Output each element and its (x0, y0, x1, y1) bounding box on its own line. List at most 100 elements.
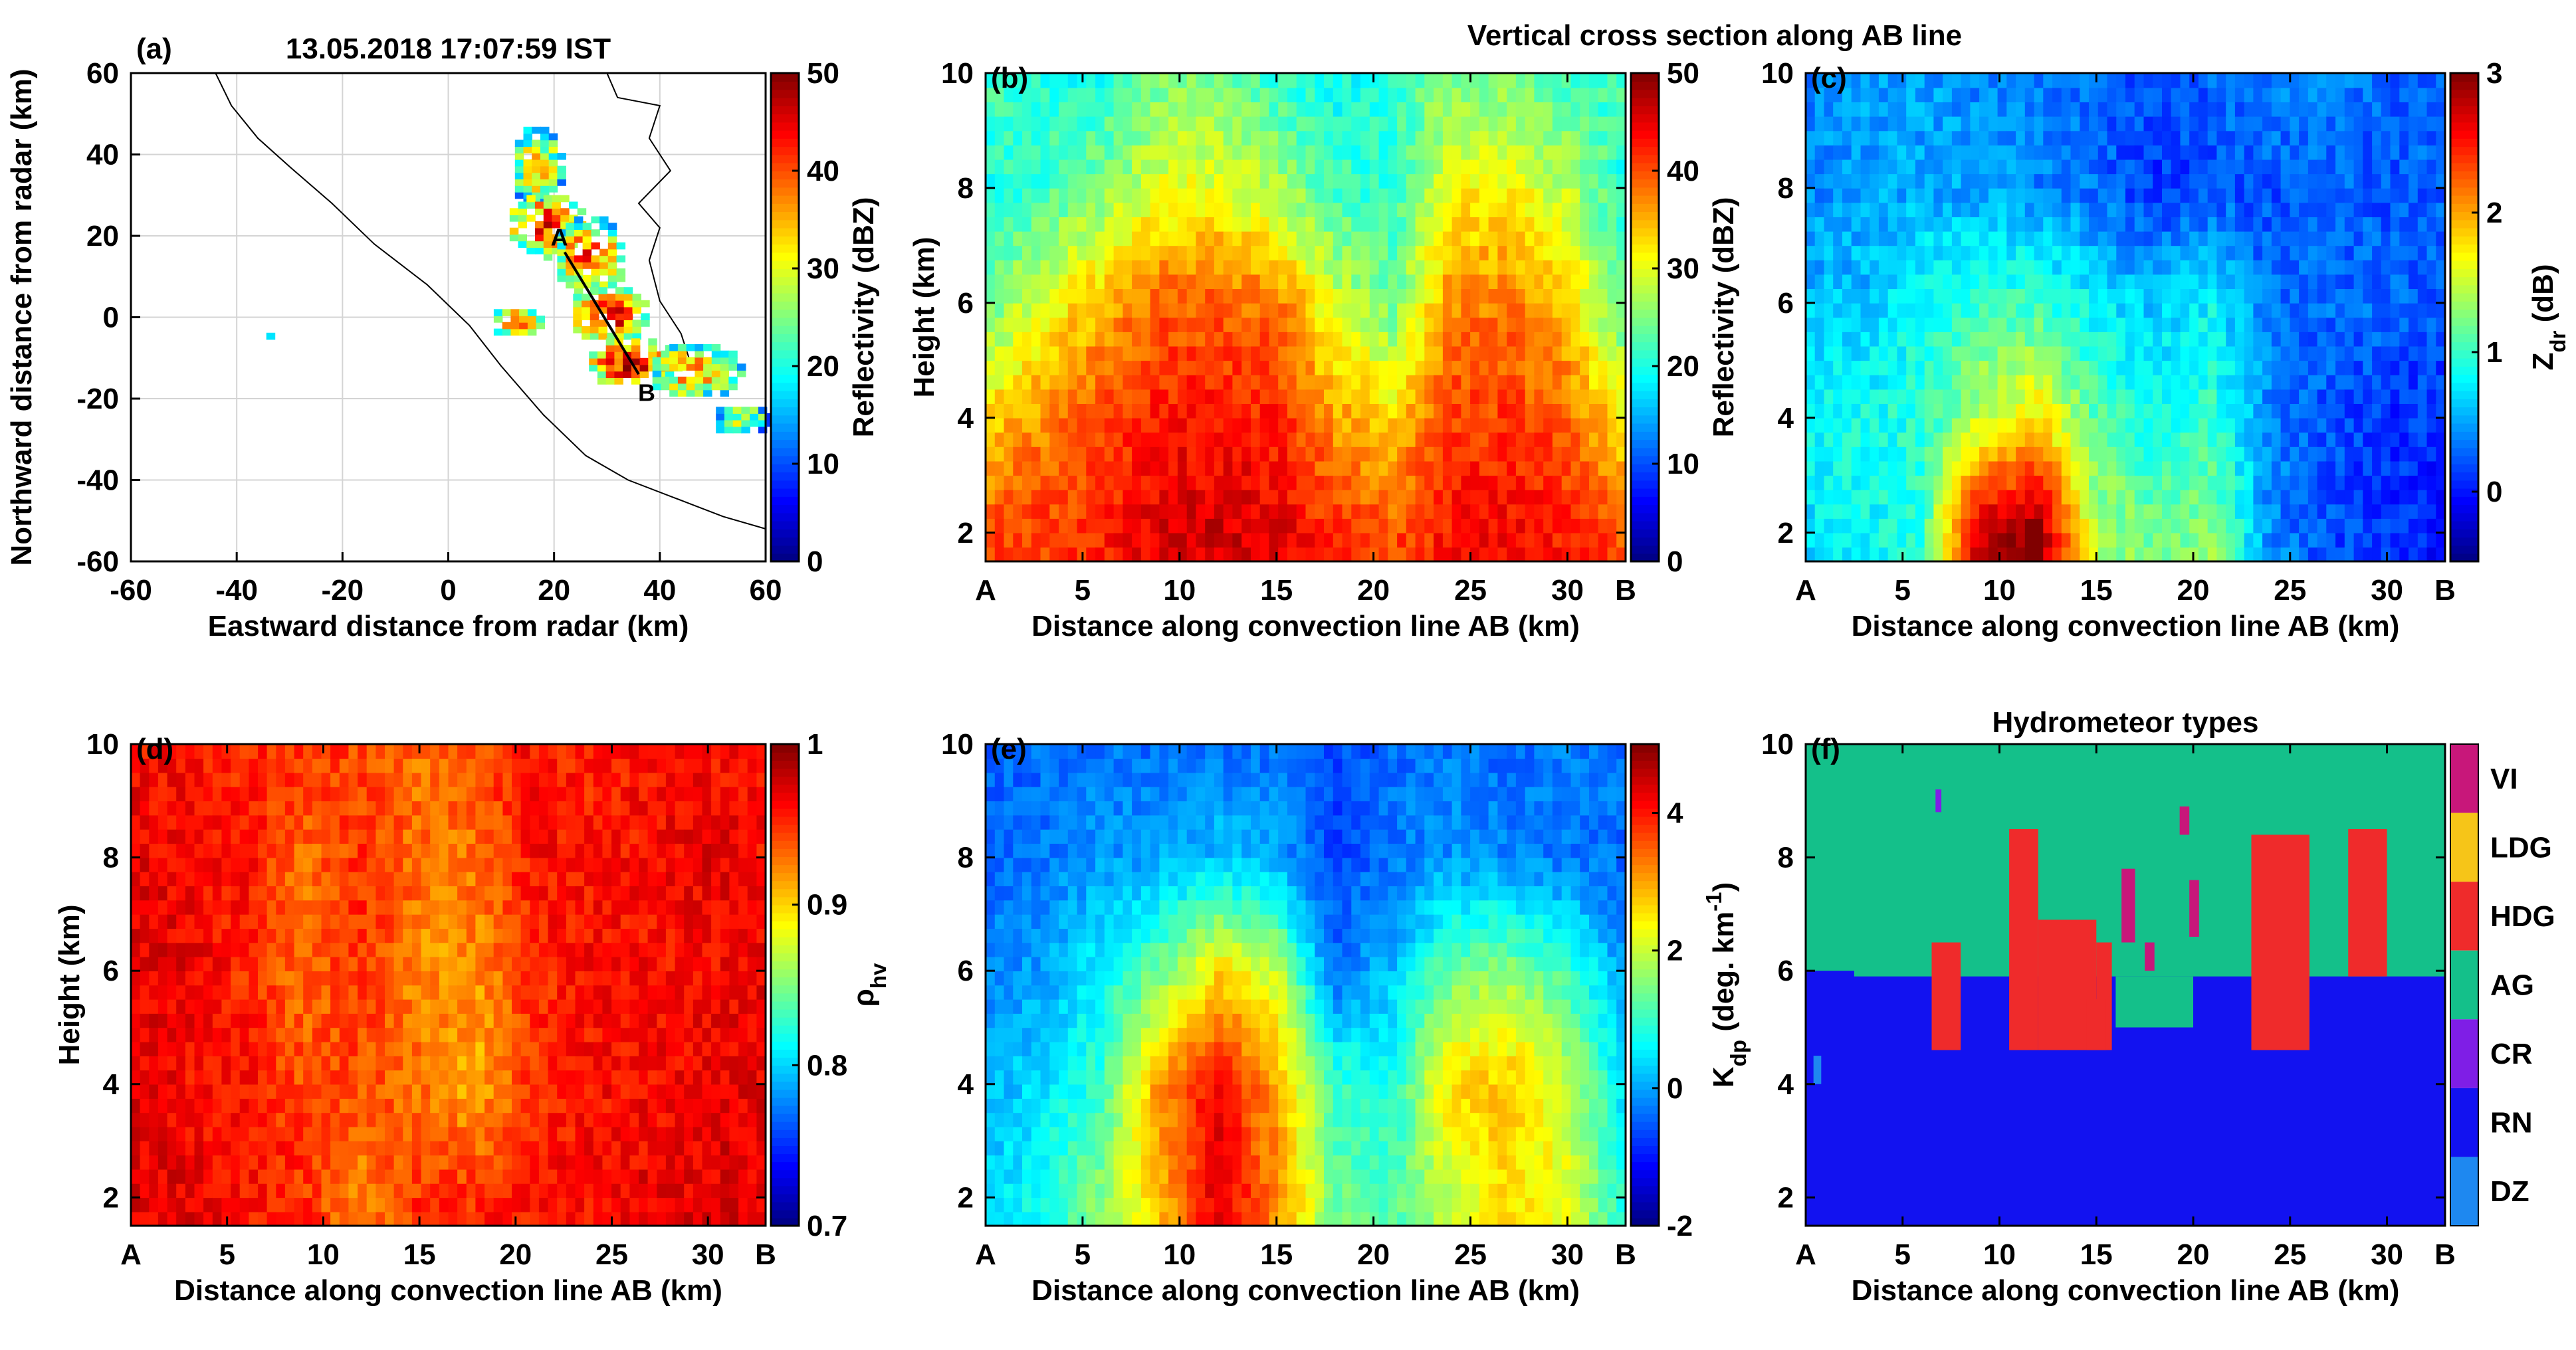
heat-cell (1461, 73, 1471, 88)
heat-cell (2134, 274, 2145, 289)
heat-cell (1561, 432, 1572, 447)
heat-cell (1580, 73, 1590, 88)
heat-cell (1878, 302, 1889, 318)
heat-cell (2308, 504, 2318, 519)
heat-cell (1814, 446, 1825, 462)
heat-cell (2116, 375, 2126, 390)
heat-cell (1360, 389, 1370, 404)
heat-cell (2052, 87, 2062, 102)
heat-cell (1324, 446, 1334, 462)
echo-cell (750, 419, 759, 427)
heat-cell (2317, 217, 2327, 232)
heat-cell (1943, 130, 1953, 145)
heat-cell (1388, 532, 1398, 548)
heat-cell (1186, 345, 1197, 361)
heat-cell (1159, 504, 1169, 519)
heat-cell (1470, 217, 1480, 232)
heat-cell (2116, 202, 2126, 217)
heat-cell (2189, 446, 2199, 462)
heat-cell (1897, 202, 1907, 217)
heat-cell (1924, 317, 1935, 332)
heat-cell (1186, 489, 1197, 505)
echo-cell (631, 351, 641, 359)
heat-cell (1424, 260, 1434, 275)
heat-cell (2162, 302, 2172, 318)
heat-cell (1397, 187, 1407, 203)
heat-cell (2326, 274, 2336, 289)
heat-cell (2107, 130, 2117, 145)
heat-cell (1342, 130, 1352, 145)
heat-cell (2180, 217, 2190, 232)
heat-cell (1851, 417, 1862, 433)
heat-cell (1870, 102, 1879, 117)
heat-cell (2271, 288, 2282, 304)
heat-cell (1543, 360, 1553, 375)
heat-cell (2180, 345, 2190, 361)
heat-cell (1397, 317, 1407, 332)
heat-cell (2317, 547, 2327, 562)
heat-cell (1434, 317, 1444, 332)
heat-cell (1933, 260, 1943, 275)
heat-cell (1479, 360, 1489, 375)
heat-cell (1543, 159, 1553, 175)
heat-cell (1232, 432, 1242, 447)
heat-cell (1616, 102, 1626, 117)
heat-cell (1315, 302, 1325, 318)
echo-cell (532, 153, 541, 160)
heat-cell (1269, 87, 1279, 102)
heat-cell (1067, 360, 1078, 375)
heat-cell (2308, 475, 2318, 490)
heat-cell (1059, 217, 1069, 232)
heat-cell (1580, 173, 1590, 189)
heat-cell (1906, 460, 1916, 476)
heat-cell (1887, 504, 1898, 519)
colorbar-segment (771, 162, 799, 171)
heat-cell (2034, 187, 2044, 203)
heat-cell (1589, 446, 1599, 462)
heat-cell (1552, 87, 1562, 102)
heat-cell (1616, 217, 1626, 232)
heat-cell (994, 504, 1005, 519)
heat-cell (2280, 532, 2291, 548)
heat-cell (1369, 87, 1380, 102)
heat-cell (2034, 504, 2044, 519)
colorbar-segment (1631, 130, 1659, 139)
heat-cell (1241, 345, 1251, 361)
heat-cell (1479, 389, 1489, 404)
heat-cell (2107, 532, 2117, 548)
heat-cell (2061, 360, 2072, 375)
heat-cell (1570, 274, 1581, 289)
echo-cell (615, 294, 625, 301)
heat-cell (1287, 332, 1297, 347)
heat-cell (1997, 460, 2008, 476)
heat-cell (1951, 260, 1962, 275)
heat-cell (1488, 159, 1499, 175)
heat-cell (1842, 260, 1852, 275)
heat-cell (2052, 130, 2062, 145)
echo-cell (607, 262, 617, 269)
echo-cell (686, 376, 696, 384)
heat-cell (986, 288, 996, 304)
heat-cell (1342, 432, 1352, 447)
echo-cell (669, 357, 679, 365)
heat-cell (2308, 547, 2318, 562)
heat-cell (986, 403, 996, 419)
heat-cell (1013, 317, 1023, 332)
heat-cell (1580, 159, 1590, 175)
heat-cell (1897, 130, 1907, 145)
colorbar-segment (1631, 488, 1659, 497)
echo-cell (493, 316, 503, 323)
heat-cell (1906, 87, 1916, 102)
heat-cell (2271, 187, 2282, 203)
heat-cell (1049, 547, 1059, 562)
heat-cell (1515, 145, 1526, 160)
heat-cell (2097, 460, 2108, 476)
heat-cell (2244, 245, 2254, 260)
heat-cell (1842, 231, 1852, 246)
heat-cell (1979, 302, 1989, 318)
heat-cell (1196, 432, 1206, 447)
heat-cell (2317, 302, 2327, 318)
heat-cell (1296, 332, 1307, 347)
heat-cell (1378, 231, 1389, 246)
heat-cell (1140, 187, 1151, 203)
